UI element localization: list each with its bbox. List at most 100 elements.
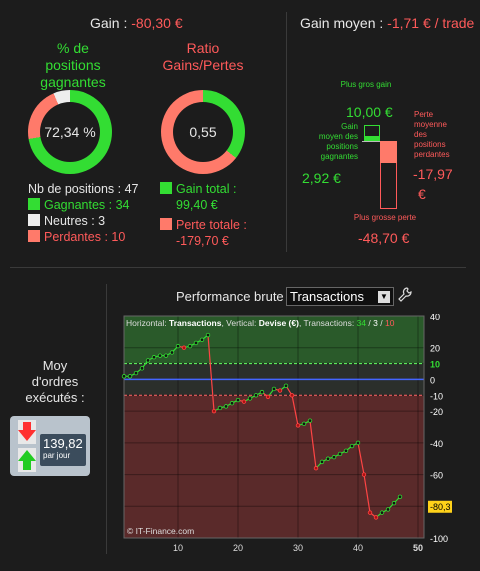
x-tick-label: 40 [353,543,363,553]
orders-label-line: d'ordres [31,374,79,389]
horizontal-divider [10,267,466,268]
x-tick-label: 50 [413,543,423,553]
biggest-loss-value: -48,70 € [358,230,410,246]
win-ratio-title-line: gagnantes [40,74,106,90]
chart-info-part: Horizontal: [126,318,169,328]
avg-gain-header: Gain moyen : -1,71 € / trade [300,15,474,31]
data-point [127,374,133,379]
win-ratio-title-line: % de [57,40,89,56]
neutral-label: Neutres : 3 [44,214,106,228]
chart-info-part: 34 [357,318,367,328]
chart-info-part: , Transactions: [299,318,357,328]
losers-swatch [28,230,40,242]
y-tick-label: 10 [430,360,440,370]
chart-info-line: Horizontal: Transactions, Vertical: Devi… [126,318,395,328]
data-point [319,459,325,465]
total-gain-label: Gain total : [176,182,237,196]
chart-info-part: Transactions [169,318,222,328]
orders-arrows-icon [18,420,36,472]
data-point [325,456,331,461]
data-point [331,454,337,460]
positions-neutral: Neutres : 3 [28,213,139,229]
avg-loss-bar [380,141,397,163]
positions-winners: Gagnantes : 34 [28,197,139,213]
orders-unit: par jour [43,451,71,460]
avg-loss-label-line: Perte [414,110,434,119]
series-segment [357,442,365,475]
biggest-gain-label: Plus gros gain [340,80,392,89]
data-point [379,510,385,515]
data-point [295,423,301,428]
orders-label: Moy d'ordres exécutés : [20,358,90,406]
data-point [223,404,229,409]
data-point [361,472,367,477]
wrench-icon[interactable] [398,287,412,303]
data-point [121,374,127,379]
data-point [193,340,199,346]
series-segment [309,420,317,469]
winners-label: Gagnantes : 34 [44,198,130,212]
data-point [169,350,175,355]
avg-win-label-line: gagnantes [320,152,358,161]
avg-win-label-line: moyen des [318,132,358,141]
data-point [217,405,223,411]
total-loss: Perte totale : [160,217,247,233]
avg-loss-label-line: positions [414,140,446,149]
data-point [175,343,181,349]
totals-summary: Gain total : 99,40 € Perte totale : -179… [160,181,247,249]
positions-summary: Nb de positions : 47 Gagnantes : 34 Neut… [28,181,139,245]
total-loss-value: -179,70 € [176,234,229,248]
win-ratio-title-line: positions [45,57,101,73]
data-point [355,440,361,446]
loss-swatch [160,218,172,230]
data-point [343,448,349,453]
data-point [133,370,139,376]
data-point [349,443,355,449]
avg-gain-label: Gain moyen : [300,15,388,31]
chart-info-part: 3 [373,318,378,328]
ratio-title-line: Gains/Pertes [162,57,244,73]
total-gain-label: Gain : [90,15,132,31]
chart-info-part: Devise (€) [259,318,299,328]
positions-losers: Perdantes : 10 [28,229,139,245]
zero-line [362,141,392,142]
data-point [265,394,271,400]
data-point [211,408,217,414]
chart-info-part: , Vertical: [221,318,258,328]
data-point [253,393,259,398]
y-tick-label: -20 [430,407,443,417]
chart-info-part: / [378,318,385,328]
data-point [271,386,277,392]
ratio-title-line: Ratio [186,40,220,56]
y-tick-label: 0 [430,375,435,385]
avg-loss-label-line: des [414,130,427,139]
performance-chart[interactable]: 4020100-10-20-40-60-80-100-80,3102030405… [120,314,470,554]
current-value-label: -80,3 [430,502,451,512]
y-tick-label: -40 [430,439,443,449]
data-point [187,343,193,349]
data-point [283,383,289,388]
data-point [391,500,397,506]
data-point [307,418,313,423]
data-point [259,389,265,395]
chevron-down-icon[interactable]: ▼ [378,291,390,303]
data-point [199,337,205,342]
losers-label: Perdantes : 10 [44,230,126,244]
avg-loss-label-line: perdantes [414,150,450,159]
data-point [289,393,295,398]
current-value-badge [428,500,452,513]
x-axis-select-value: Transactions [290,289,364,304]
y-tick-label: 40 [430,314,440,322]
data-point [277,388,283,393]
data-point [397,494,403,499]
data-point [373,515,379,520]
orders-label-line: exécutés : [25,390,85,405]
y-tick-label: 20 [430,344,440,354]
x-axis-select[interactable]: Transactions ▼ [286,287,394,306]
orders-value-box: 139,82 par jour [40,434,86,466]
vertical-divider [286,12,287,252]
avg-win-bar [364,137,380,141]
gain-loss-ratio-title: Ratio Gains/Pertes [148,40,258,74]
total-gain: Gain total : [160,181,247,197]
lower-divider [106,284,107,554]
